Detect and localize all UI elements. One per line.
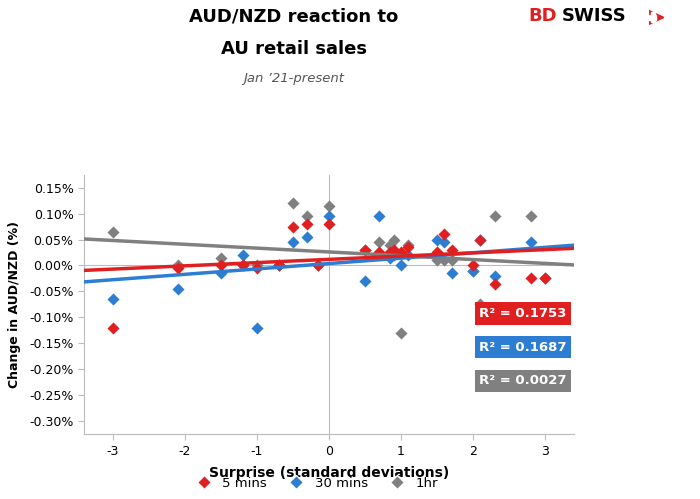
Point <box>540 274 551 282</box>
Point <box>525 274 536 282</box>
Text: Jan ’21-present: Jan ’21-present <box>244 72 344 85</box>
Point <box>475 236 486 244</box>
Point <box>468 266 479 274</box>
Y-axis label: Change in AUD/NZD (%): Change in AUD/NZD (%) <box>8 221 21 388</box>
Point <box>273 261 284 269</box>
Point <box>251 261 262 269</box>
Point <box>251 324 262 332</box>
Point <box>540 303 551 311</box>
Point <box>359 246 370 254</box>
Point <box>439 231 450 239</box>
Point <box>389 251 400 259</box>
Point <box>385 241 396 249</box>
Point <box>237 251 248 259</box>
Point <box>323 212 335 220</box>
Point <box>446 246 457 254</box>
Point <box>359 246 370 254</box>
Point <box>359 277 370 285</box>
Text: R² = 0.0027: R² = 0.0027 <box>479 374 567 387</box>
Point <box>475 300 486 308</box>
Point <box>402 251 414 259</box>
Point <box>468 266 479 274</box>
Point <box>273 261 284 269</box>
X-axis label: Surprise (standard deviations): Surprise (standard deviations) <box>209 466 449 480</box>
Point <box>374 249 385 256</box>
Point <box>402 244 414 251</box>
Point <box>237 261 248 269</box>
Point <box>374 212 385 220</box>
Point <box>237 261 248 269</box>
Text: BD: BD <box>528 7 557 25</box>
Point <box>302 212 313 220</box>
Point <box>374 238 385 246</box>
Point <box>431 236 442 244</box>
Point <box>525 238 536 246</box>
Point <box>323 220 335 228</box>
Text: R² = 0.1753: R² = 0.1753 <box>480 307 567 320</box>
Point <box>446 269 457 277</box>
Point <box>389 246 400 254</box>
Point <box>302 233 313 241</box>
Bar <box>650 15 656 20</box>
Point <box>302 220 313 228</box>
Point <box>216 261 227 269</box>
Point <box>172 264 183 272</box>
Point <box>107 295 118 303</box>
Point <box>395 329 407 337</box>
Point <box>323 202 335 210</box>
Point <box>431 249 442 256</box>
Point <box>288 223 299 231</box>
Text: R² = 0.1687: R² = 0.1687 <box>479 341 567 354</box>
Point <box>273 261 284 269</box>
Point <box>107 324 118 332</box>
Point <box>216 253 227 261</box>
Point <box>468 261 479 269</box>
Point <box>475 236 486 244</box>
Point <box>172 261 183 269</box>
Point <box>313 261 324 269</box>
Point <box>540 274 551 282</box>
Point <box>172 285 183 293</box>
Point <box>313 261 324 269</box>
Point <box>439 256 450 264</box>
Point <box>288 199 299 207</box>
Point <box>395 249 407 256</box>
Point <box>107 228 118 236</box>
Legend: 5 mins, 30 mins, 1hr: 5 mins, 30 mins, 1hr <box>186 472 443 495</box>
Bar <box>651 12 654 22</box>
Point <box>389 236 400 244</box>
Point <box>489 279 500 287</box>
Point <box>395 261 407 269</box>
Polygon shape <box>649 10 664 24</box>
Text: AU retail sales: AU retail sales <box>221 40 367 58</box>
Point <box>385 253 396 261</box>
Point <box>216 269 227 277</box>
Point <box>525 212 536 220</box>
Point <box>313 261 324 269</box>
Text: SWISS: SWISS <box>561 7 626 25</box>
Point <box>446 256 457 264</box>
Point <box>439 238 450 246</box>
Point <box>385 249 396 256</box>
Point <box>489 212 500 220</box>
Point <box>288 238 299 246</box>
Point <box>489 272 500 280</box>
Point <box>402 241 414 249</box>
Point <box>431 256 442 264</box>
Point <box>251 264 262 272</box>
Text: AUD/NZD reaction to: AUD/NZD reaction to <box>190 7 398 25</box>
